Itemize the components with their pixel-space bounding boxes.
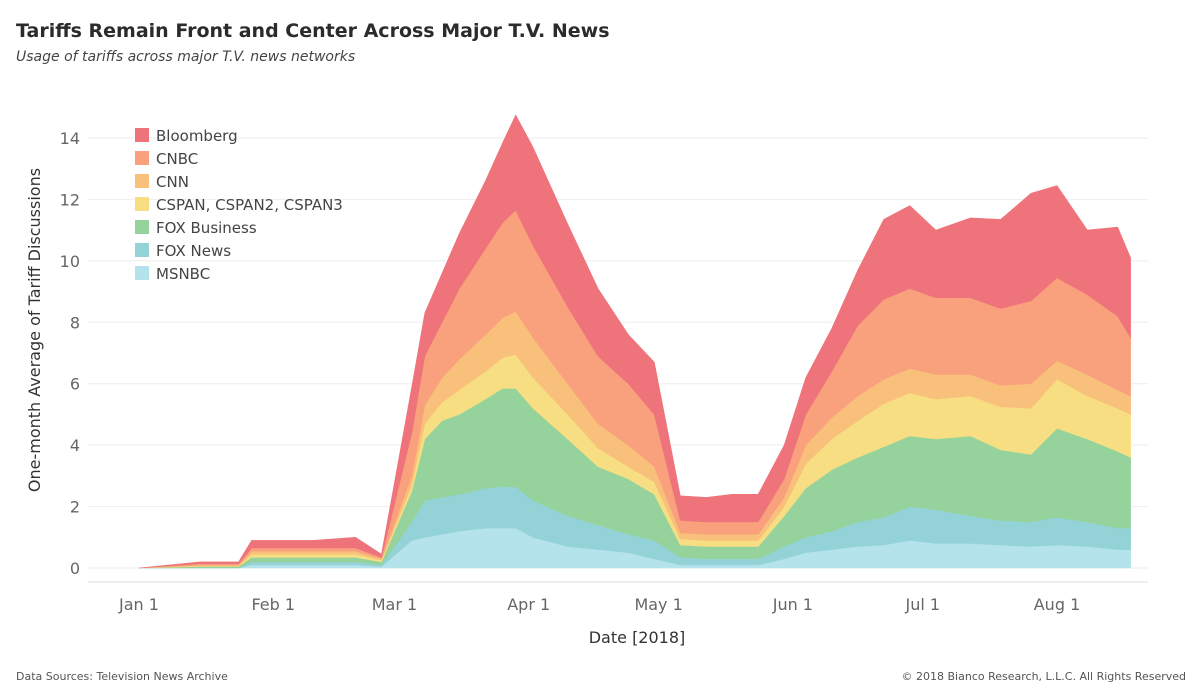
legend: Bloomberg CNBC CNN CSPAN, CSPAN2, CSPAN3 FOX… — [135, 127, 343, 283]
y-tick-label: 10 — [60, 252, 80, 271]
y-tick-label: 0 — [70, 559, 80, 578]
x-axis-title: Date [2018] — [589, 628, 686, 647]
x-axis-ticks: Jan 1 Feb 1 Mar 1 Apr 1 May 1 Jun 1 Jul 1 Aug 1 — [118, 595, 1080, 614]
x-tick-label: Aug 1 — [1034, 595, 1081, 614]
y-tick-label: 2 — [70, 498, 80, 517]
y-tick-label: 12 — [60, 190, 80, 209]
chart-title: Tariffs Remain Front and Center Across M… — [16, 20, 610, 42]
copyright-note: © 2018 Bianco Research, L.L.C. All Right… — [901, 670, 1186, 683]
chart-subtitle: Usage of tariffs across major T.V. news … — [16, 49, 356, 65]
legend-swatch — [135, 174, 149, 188]
y-tick-label: 6 — [70, 375, 80, 394]
data-source-note: Data Sources: Television News Archive — [16, 670, 228, 683]
legend-label: Bloomberg — [156, 127, 238, 145]
x-tick-label: Mar 1 — [372, 595, 417, 614]
legend-swatch — [135, 243, 149, 257]
series-areas — [138, 114, 1131, 569]
x-tick-label: Jan 1 — [118, 595, 159, 614]
legend-label: FOX Business — [156, 219, 257, 237]
y-tick-label: 4 — [70, 436, 80, 455]
legend-label: FOX News — [156, 242, 231, 260]
legend-swatch — [135, 197, 149, 211]
y-tick-label: 8 — [70, 313, 80, 332]
x-tick-label: Feb 1 — [251, 595, 295, 614]
x-tick-label: May 1 — [634, 595, 682, 614]
y-axis-ticks: 0 2 4 6 8 10 12 14 — [60, 129, 80, 578]
legend-label: CNBC — [156, 150, 198, 168]
legend-swatch — [135, 128, 149, 142]
y-tick-label: 14 — [60, 129, 80, 148]
legend-swatch — [135, 220, 149, 234]
legend-label: CNN — [156, 173, 189, 191]
y-axis-title: One-month Average of Tariff Discussions — [25, 168, 44, 492]
legend-label: CSPAN, CSPAN2, CSPAN3 — [156, 196, 343, 214]
x-tick-label: Jul 1 — [904, 595, 940, 614]
x-tick-label: Jun 1 — [772, 595, 813, 614]
legend-swatch — [135, 266, 149, 280]
legend-swatch — [135, 151, 149, 165]
area-bloomberg — [138, 114, 1131, 569]
x-tick-label: Apr 1 — [507, 595, 550, 614]
legend-label: MSNBC — [156, 265, 210, 283]
